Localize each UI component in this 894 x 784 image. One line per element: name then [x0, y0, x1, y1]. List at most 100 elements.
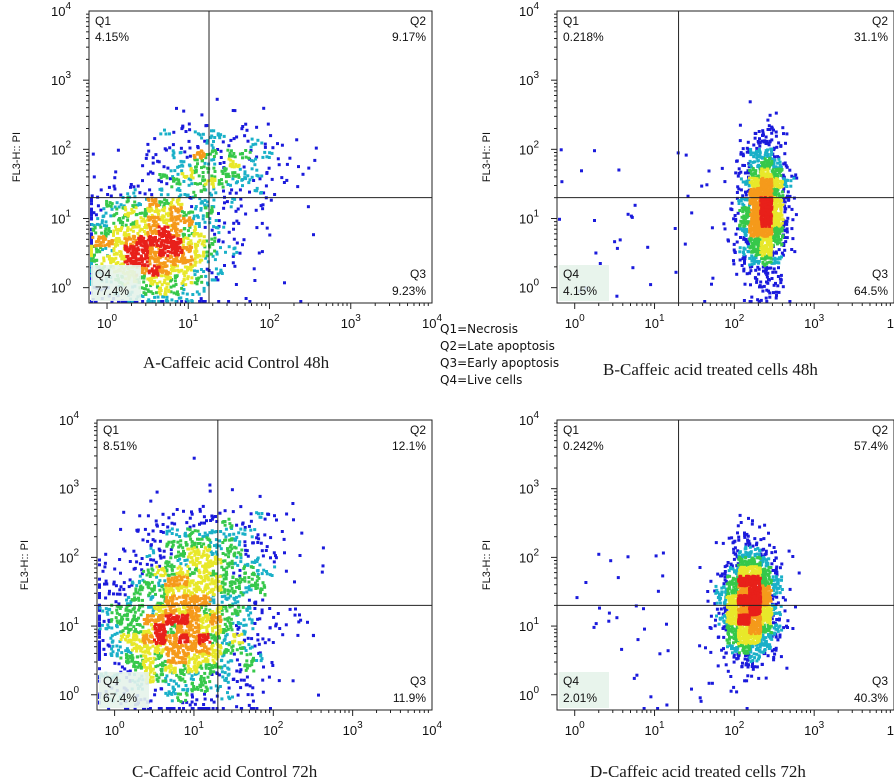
event-point [777, 221, 781, 224]
event-point [793, 250, 797, 254]
event-point [185, 292, 189, 296]
event-point [202, 679, 206, 683]
event-point [177, 164, 181, 168]
event-point [150, 242, 154, 246]
event-point [107, 244, 111, 248]
q2-percent: 31.1% [854, 30, 888, 44]
event-point [749, 153, 753, 157]
event-point [192, 456, 196, 460]
event-point [112, 184, 116, 188]
event-point [93, 225, 97, 229]
event-point [760, 257, 764, 261]
event-point [129, 183, 133, 186]
event-point [231, 621, 235, 625]
event-point [210, 514, 214, 518]
event-point [152, 588, 156, 592]
event-point [268, 233, 272, 237]
event-point [253, 584, 257, 588]
q4-label: Q4 [563, 267, 579, 281]
event-point [142, 217, 146, 221]
event-point [239, 505, 243, 509]
event-point [123, 258, 127, 262]
event-point [229, 651, 233, 655]
event-point [103, 232, 107, 236]
event-point [759, 233, 763, 237]
event-point [189, 178, 193, 182]
event-point [133, 596, 137, 600]
event-point [162, 243, 166, 247]
event-point [164, 275, 168, 279]
event-point [134, 206, 138, 210]
y-tick-label: 100 [51, 278, 71, 296]
event-point [759, 192, 763, 196]
event-point [263, 145, 267, 149]
event-point [153, 260, 157, 264]
event-point [753, 136, 757, 140]
event-point [149, 300, 152, 303]
event-point [735, 159, 739, 163]
event-point [649, 283, 653, 287]
event-point [207, 707, 211, 710]
event-point [175, 200, 179, 204]
event-point [784, 141, 787, 145]
event-point [93, 253, 96, 257]
event-point [161, 295, 165, 299]
event-point [210, 531, 214, 535]
event-point [779, 217, 783, 221]
event-point [125, 602, 129, 606]
event-point [233, 264, 237, 268]
event-point [759, 246, 763, 250]
event-point [225, 566, 229, 570]
event-point [98, 657, 101, 661]
event-point [114, 238, 117, 242]
event-point [131, 251, 135, 254]
event-point [187, 233, 191, 237]
event-point [254, 208, 258, 212]
event-point [126, 650, 130, 654]
event-point [106, 623, 110, 627]
event-point [146, 230, 150, 234]
event-point [127, 585, 131, 589]
x-tick-label: 103 [341, 313, 361, 331]
event-point [764, 189, 768, 193]
event-point [741, 202, 745, 206]
event-point [198, 238, 202, 242]
event-point [251, 143, 255, 147]
event-point [775, 203, 779, 207]
event-point [116, 148, 120, 152]
event-point [228, 621, 232, 625]
event-point [156, 601, 160, 605]
event-point [166, 259, 170, 263]
event-point [780, 242, 784, 246]
event-point [120, 240, 124, 244]
event-point [194, 247, 198, 251]
event-point [176, 215, 180, 219]
event-point [199, 297, 203, 301]
event-point [230, 566, 234, 570]
event-point [247, 181, 251, 185]
event-point [148, 278, 151, 282]
event-point [781, 218, 785, 222]
event-point [775, 172, 779, 176]
event-point [164, 218, 168, 222]
event-point [206, 675, 210, 679]
event-point [98, 606, 102, 610]
event-point [184, 563, 188, 567]
event-point [247, 156, 251, 160]
event-point [235, 523, 239, 527]
event-point [215, 530, 219, 533]
event-point [187, 183, 191, 187]
event-point [166, 630, 170, 634]
event-point [320, 570, 324, 574]
event-point [141, 268, 145, 272]
event-point [767, 256, 771, 260]
event-point [188, 534, 192, 538]
event-point [773, 259, 777, 263]
event-point [187, 240, 191, 244]
event-point [136, 665, 140, 669]
event-point [300, 531, 304, 535]
event-point [245, 549, 249, 553]
event-point [142, 280, 146, 284]
event-point [90, 217, 93, 221]
event-point [220, 658, 224, 662]
